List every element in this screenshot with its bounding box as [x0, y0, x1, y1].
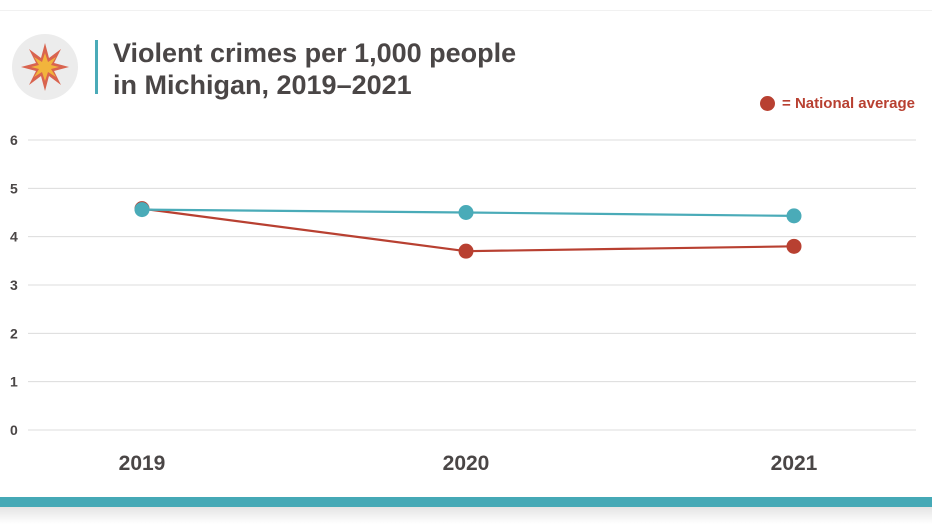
y-tick-label: 5 — [10, 180, 18, 196]
y-tick-label: 0 — [10, 422, 18, 438]
logo-badge — [12, 34, 78, 100]
y-tick-label: 4 — [10, 229, 18, 245]
data-point-michigan-2021 — [786, 208, 802, 224]
legend-label-national: = National average — [782, 94, 915, 112]
bottom-accent-bar — [0, 497, 932, 507]
chart-title-line-1: Violent crimes per 1,000 people — [113, 38, 517, 68]
x-tick-label: 2019 — [119, 452, 166, 475]
legend: = National average — [760, 93, 915, 113]
chart-title-line-2: in Michigan, 2019–2021 — [113, 70, 412, 100]
title-accent-bar — [95, 40, 98, 94]
line-chart: 0 1 2 3 4 5 6 2019 2020 2021 — [10, 132, 916, 475]
chart-title: Violent crimes per 1,000 people in Michi… — [113, 37, 516, 101]
x-tick-label: 2020 — [443, 452, 490, 475]
explosion-icon — [21, 43, 69, 91]
y-tick-label: 1 — [10, 374, 18, 390]
data-point-national-2021 — [786, 238, 802, 254]
legend-marker-national — [760, 95, 776, 111]
data-point-michigan-2020 — [458, 205, 474, 220]
data-point-national-2020 — [458, 243, 474, 259]
y-tick-label: 2 — [10, 325, 18, 341]
data-point-michigan-2019 — [134, 202, 150, 218]
y-tick-label: 3 — [10, 277, 18, 293]
y-tick-label: 6 — [10, 132, 18, 148]
top-rule — [0, 10, 932, 11]
x-tick-label: 2021 — [771, 452, 818, 475]
bottom-shadow — [0, 507, 932, 524]
